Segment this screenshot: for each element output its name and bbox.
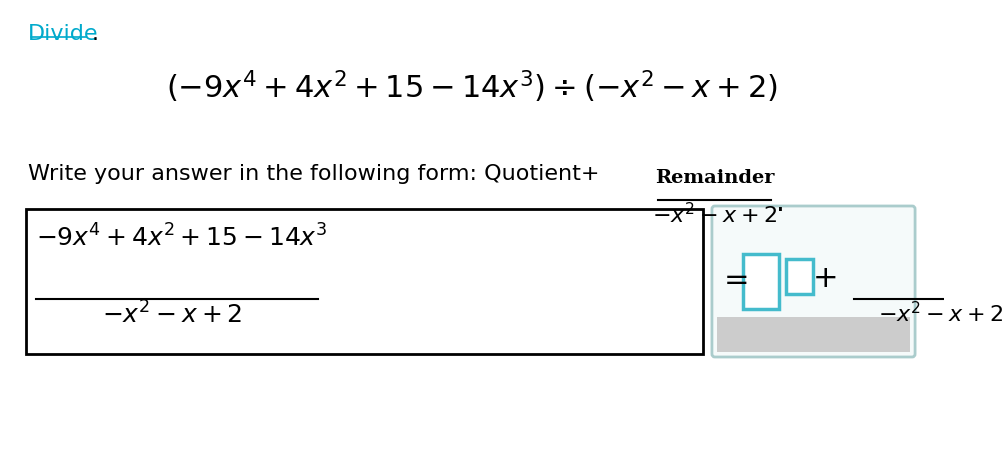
Text: $=$: $=$ <box>717 264 747 293</box>
FancyBboxPatch shape <box>785 259 811 294</box>
Text: Remainder: Remainder <box>654 169 773 187</box>
Text: Write your answer in the following form: Quotient+: Write your answer in the following form:… <box>28 164 599 184</box>
FancyBboxPatch shape <box>742 254 778 309</box>
FancyBboxPatch shape <box>872 234 912 284</box>
Text: $-x^2 - x + 2$: $-x^2 - x + 2$ <box>878 301 1002 326</box>
Text: .: . <box>91 24 98 44</box>
Text: $-x^2-x+2$: $-x^2-x+2$ <box>101 301 242 328</box>
FancyBboxPatch shape <box>711 206 914 357</box>
Text: $-x^2-x+2$: $-x^2-x+2$ <box>652 202 776 227</box>
FancyBboxPatch shape <box>716 317 910 352</box>
Text: .: . <box>775 189 784 217</box>
FancyBboxPatch shape <box>764 244 801 299</box>
Text: Divide: Divide <box>28 24 98 44</box>
Text: $\left(-9x^4+4x^2+15-14x^3\right)\div\left(-x^2-x+2\right)$: $\left(-9x^4+4x^2+15-14x^3\right)\div\le… <box>165 69 777 105</box>
FancyBboxPatch shape <box>26 209 703 354</box>
Text: $+$: $+$ <box>810 264 835 293</box>
Text: $-9x^4+4x^2+15-14x^3$: $-9x^4+4x^2+15-14x^3$ <box>36 224 327 251</box>
